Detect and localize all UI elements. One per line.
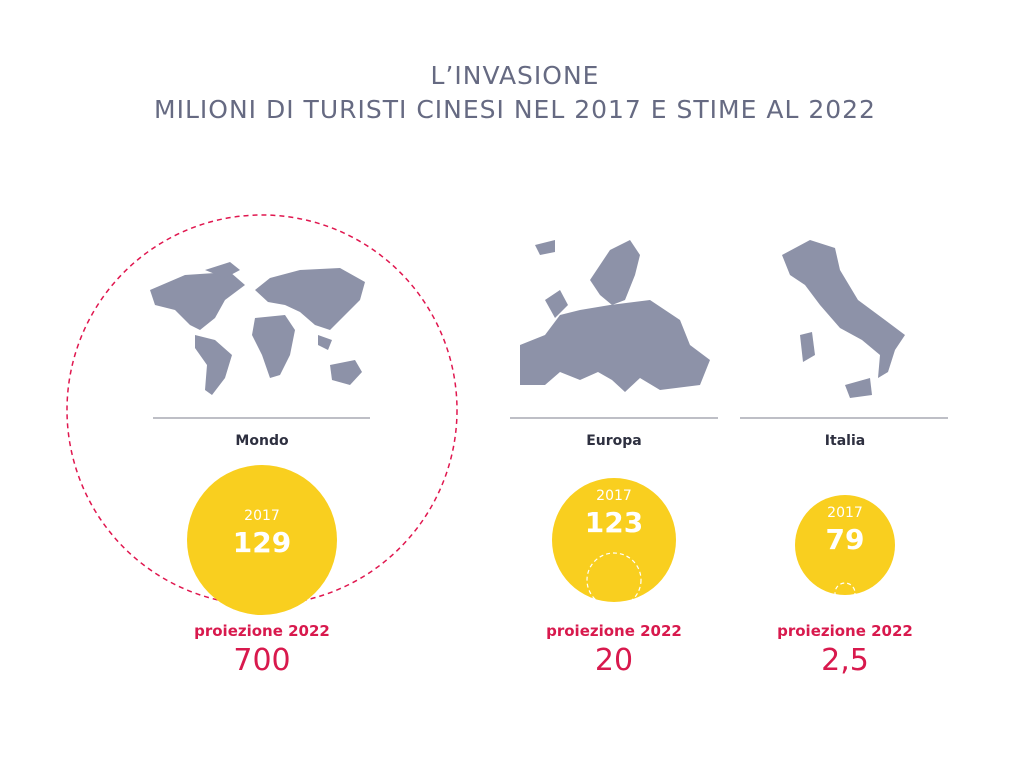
europe-map: [520, 240, 710, 392]
value-label: 123: [585, 506, 643, 539]
title: L’INVASIONE: [431, 61, 600, 90]
world-map: [150, 262, 365, 395]
place-label: Mondo: [235, 433, 289, 449]
italy-map: [782, 240, 905, 398]
value-circle: [795, 495, 895, 595]
projection-value: 2,5: [821, 643, 869, 678]
place-label: Europa: [586, 433, 642, 449]
year-label: 2017: [596, 488, 632, 504]
projection-value: 20: [595, 643, 633, 678]
value-circle: [187, 465, 337, 615]
value-label: 79: [826, 523, 865, 556]
projection-circle: [586, 552, 642, 608]
projection-label: proiezione 2022: [194, 622, 330, 640]
projection-label: proiezione 2022: [777, 622, 913, 640]
panels: Mondo 2017 129 proiezione 2022 700 Europa 2017…: [66, 214, 948, 678]
projection-label: proiezione 2022: [546, 622, 682, 640]
year-label: 2017: [244, 508, 280, 524]
projection-circle: [834, 582, 856, 604]
place-label: Italia: [825, 433, 865, 449]
projection-value: 700: [233, 643, 290, 678]
year-label: 2017: [827, 505, 863, 521]
value-label: 129: [233, 526, 291, 559]
subtitle: MILIONI DI TURISTI CINESI NEL 2017 E STI…: [154, 95, 876, 124]
value-circle: [552, 478, 676, 602]
